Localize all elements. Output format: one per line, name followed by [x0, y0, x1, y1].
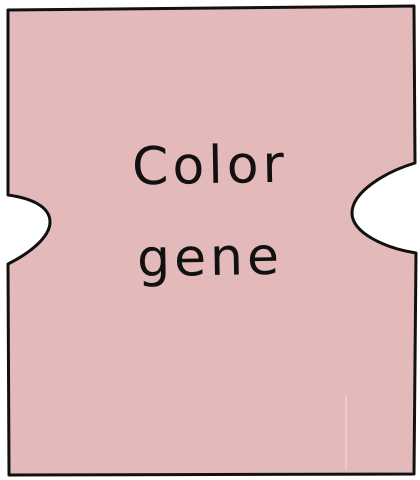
gene-card-shape [6, 4, 418, 477]
gene-label-line-1: Color [131, 134, 289, 198]
gene-label-line-2: gene [136, 226, 284, 290]
